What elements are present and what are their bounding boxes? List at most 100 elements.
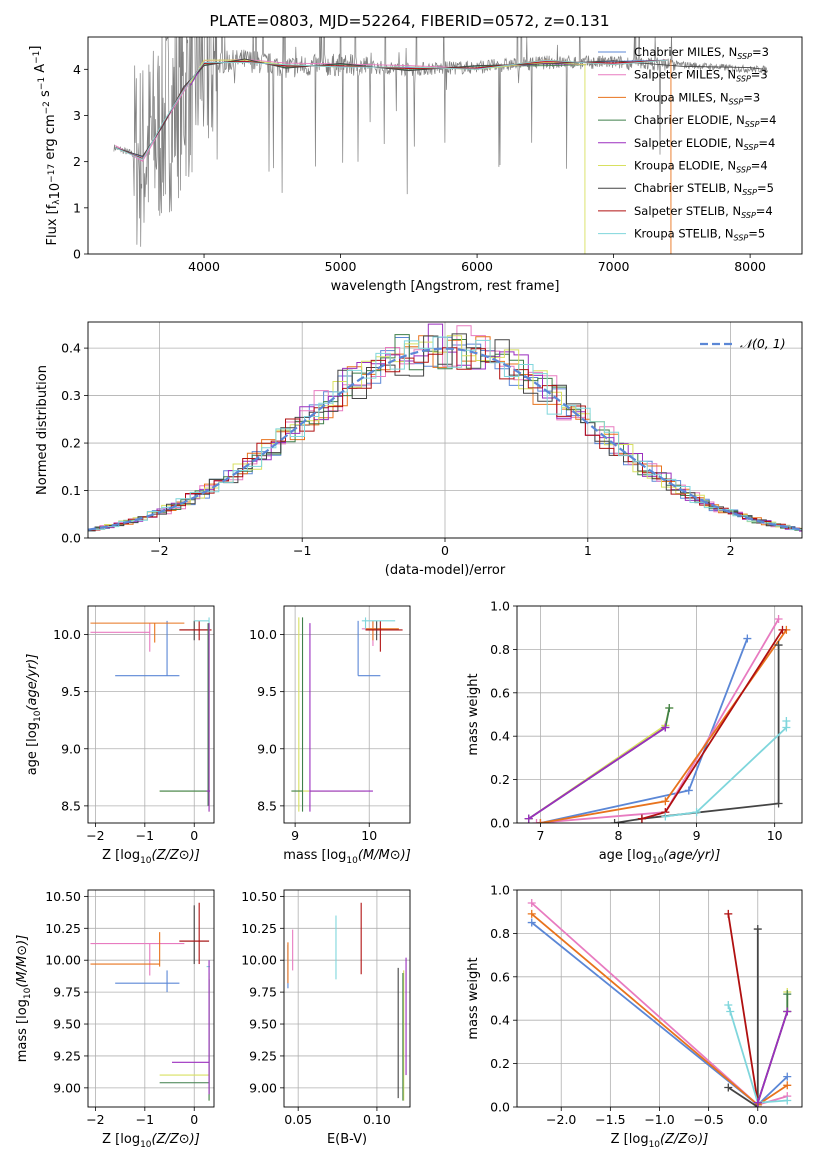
weight-vs-age-series-line (528, 726, 666, 820)
mass-vs-z-xtick-label: −2 (86, 1112, 104, 1127)
age-vs-mass-frame (283, 605, 411, 824)
spectrum-ytick-label: 4 (73, 62, 81, 77)
mass-vs-z-errorbars (90, 902, 211, 1101)
spectrum-legend-label: Salpeter ELODIE, NSSP=4 (634, 136, 775, 152)
spectrum-xtick-label: 6000 (461, 259, 493, 274)
mass-vs-z-xtick-label: 0 (190, 1112, 198, 1127)
weight-vs-age-point-marker (661, 723, 670, 732)
weight-vs-age-series-line (665, 721, 788, 818)
residuals-ytick-label: 0.1 (61, 483, 81, 498)
age-vs-z-ytick-label: 9.5 (61, 684, 81, 699)
weight-vs-z-frame (516, 889, 803, 1108)
age-vs-mass-ytick-label: 9.0 (257, 741, 277, 756)
mass-vs-ebv-ytick-label: 9.00 (249, 1080, 277, 1095)
age-vs-z-axes: −2 −1 0 8.5 9.0 9.5 10.0 (53, 606, 214, 843)
weight-vs-z-series-line (727, 929, 759, 1107)
weight-vs-age-point-marker (661, 812, 670, 821)
weight-vs-z-xtick-label: 0.0 (748, 1112, 768, 1127)
age-vs-mass-xtick-label: 10 (361, 828, 377, 843)
residuals-ytick-label: 0.3 (61, 388, 81, 403)
residuals-xtick-label: −2 (150, 543, 168, 558)
spectrum-xlabel: wavelength [Angstrom, rest frame] (331, 279, 560, 294)
residuals-xlabel: (data-model)/error (385, 563, 506, 578)
residuals-normal-curve (88, 347, 802, 531)
mass-vs-ebv-ytick-label: 9.50 (249, 1017, 277, 1032)
age-vs-z-xlabel: Z [log10(Z/Z⊙)] (102, 848, 200, 866)
spectrum-legend: Chabrier MILES, NSSP=3 Salpeter MILES, NS… (598, 45, 776, 243)
weight-vs-z-point-marker (726, 1007, 735, 1016)
mass-vs-ebv-xlabel: E(B-V) (327, 1132, 367, 1147)
weight-vs-z-point-marker (783, 1007, 792, 1016)
age-vs-z-ytick-label: 10.0 (53, 627, 81, 642)
weight-vs-age-series-line (528, 707, 671, 820)
mass-vs-ebv-ytick-label: 10.00 (241, 953, 277, 968)
weight-vs-z-point-marker (527, 909, 536, 918)
spectrum-ytick-label: 2 (73, 154, 81, 169)
spectrum-legend-label: Chabrier STELIB, NSSP=5 (634, 181, 774, 197)
weight-vs-z-point-marker (753, 925, 762, 934)
weight-vs-z-ytick-label: 0.2 (490, 1056, 510, 1071)
mass-vs-z-ytick-label: 9.25 (53, 1048, 81, 1063)
age-vs-z-xtick-label: 0 (190, 828, 198, 843)
spectrum-legend-label: Kroupa STELIB, NSSP=5 (634, 227, 765, 243)
age-vs-z-ylabel: age [log10(age/yr)] (25, 654, 43, 776)
mass-vs-ebv-xtick-label: 0.10 (363, 1112, 391, 1127)
spectrum-series-line (115, 59, 669, 160)
age-vs-z-ytick-label: 9.0 (61, 741, 81, 756)
weight-vs-z-point-marker (783, 1096, 792, 1105)
weight-vs-age-point-marker (536, 819, 545, 823)
mass-vs-ebv-errorbars (287, 902, 407, 1101)
spectrum-series-line (115, 59, 669, 160)
residuals-ytick-label: 0.4 (61, 341, 81, 356)
weight-vs-z-xtick-label: −0.5 (693, 1112, 723, 1127)
residuals-histogram-step (90, 336, 802, 531)
weight-vs-z-xlabel: Z [log10(Z/Z⊙)] (611, 1132, 709, 1150)
mass-vs-ebv-axes: 0.05 0.10 9.00 9.25 9.50 9.75 10.00 10.25 10.50 (241, 889, 410, 1127)
mass-vs-z-ytick-label: 9.50 (53, 1017, 81, 1032)
weight-vs-z-series-line (727, 913, 759, 1103)
weight-vs-z-point-marker (724, 1083, 733, 1092)
mass-vs-z-ytick-label: 9.00 (53, 1080, 81, 1095)
mass-vs-z-ylabel: mass [log10(M/M⊙)] (15, 935, 33, 1063)
weight-vs-age-point-marker (684, 786, 693, 795)
weight-vs-z-ytick-label: 0.8 (490, 926, 510, 941)
weight-vs-z-point-marker (753, 1098, 762, 1107)
mass-vs-ebv-ytick-label: 9.25 (249, 1048, 277, 1063)
residuals-xtick-label: 2 (727, 543, 735, 558)
weight-vs-z-xtick-label: −2.0 (546, 1112, 576, 1127)
mass-vs-z-ytick-label: 9.75 (53, 985, 81, 1000)
weight-vs-age-ytick-label: 1.0 (490, 599, 510, 614)
spectrum-legend-label: Kroupa MILES, NSSP=3 (634, 90, 760, 106)
mass-vs-ebv-ytick-label: 10.25 (241, 921, 277, 936)
weight-vs-z-point-marker (783, 1081, 792, 1090)
mass-vs-z-xtick-label: −1 (136, 1112, 154, 1127)
weight-vs-age-series-line (528, 707, 671, 820)
weight-vs-age-point-marker (774, 615, 783, 624)
mass-vs-z-ytick-label: 10.25 (45, 921, 81, 936)
weight-vs-z-ytick-label: 0.4 (490, 1013, 510, 1028)
weight-vs-z-xtick-label: −1.0 (644, 1112, 674, 1127)
residuals-frame (87, 321, 803, 539)
age-vs-mass-xtick-label: 9 (291, 828, 299, 843)
weight-vs-age-ytick-label: 0.0 (490, 816, 510, 831)
weight-vs-age-ytick-label: 0.6 (490, 685, 510, 700)
spectrum-ytick-label: 0 (73, 247, 81, 262)
residuals-xtick-label: 0 (441, 543, 449, 558)
weight-vs-age-point-marker (524, 814, 533, 823)
weight-vs-age-point-marker (774, 799, 783, 808)
age-vs-mass-ytick-label: 9.5 (257, 684, 277, 699)
weight-vs-age-point-marker (778, 625, 787, 634)
spectrum-xtick-label: 4000 (188, 259, 220, 274)
weight-vs-z-ytick-label: 0.6 (490, 969, 510, 984)
weight-vs-age-xlabel: age [log10(age/yr)] (599, 848, 721, 866)
residuals-ytick-label: 0.2 (61, 436, 81, 451)
mass-vs-z-frame (87, 889, 215, 1108)
weight-vs-age-xtick-label: 10 (767, 828, 783, 843)
residuals-histogram-step (88, 323, 802, 532)
age-vs-mass-errorbars (291, 617, 403, 812)
weight-vs-age-point-marker (743, 634, 752, 643)
weight-vs-age-point-marker (692, 808, 701, 817)
spectrum-ytick-label: 1 (73, 200, 81, 215)
weight-vs-age-series-line (614, 645, 780, 823)
